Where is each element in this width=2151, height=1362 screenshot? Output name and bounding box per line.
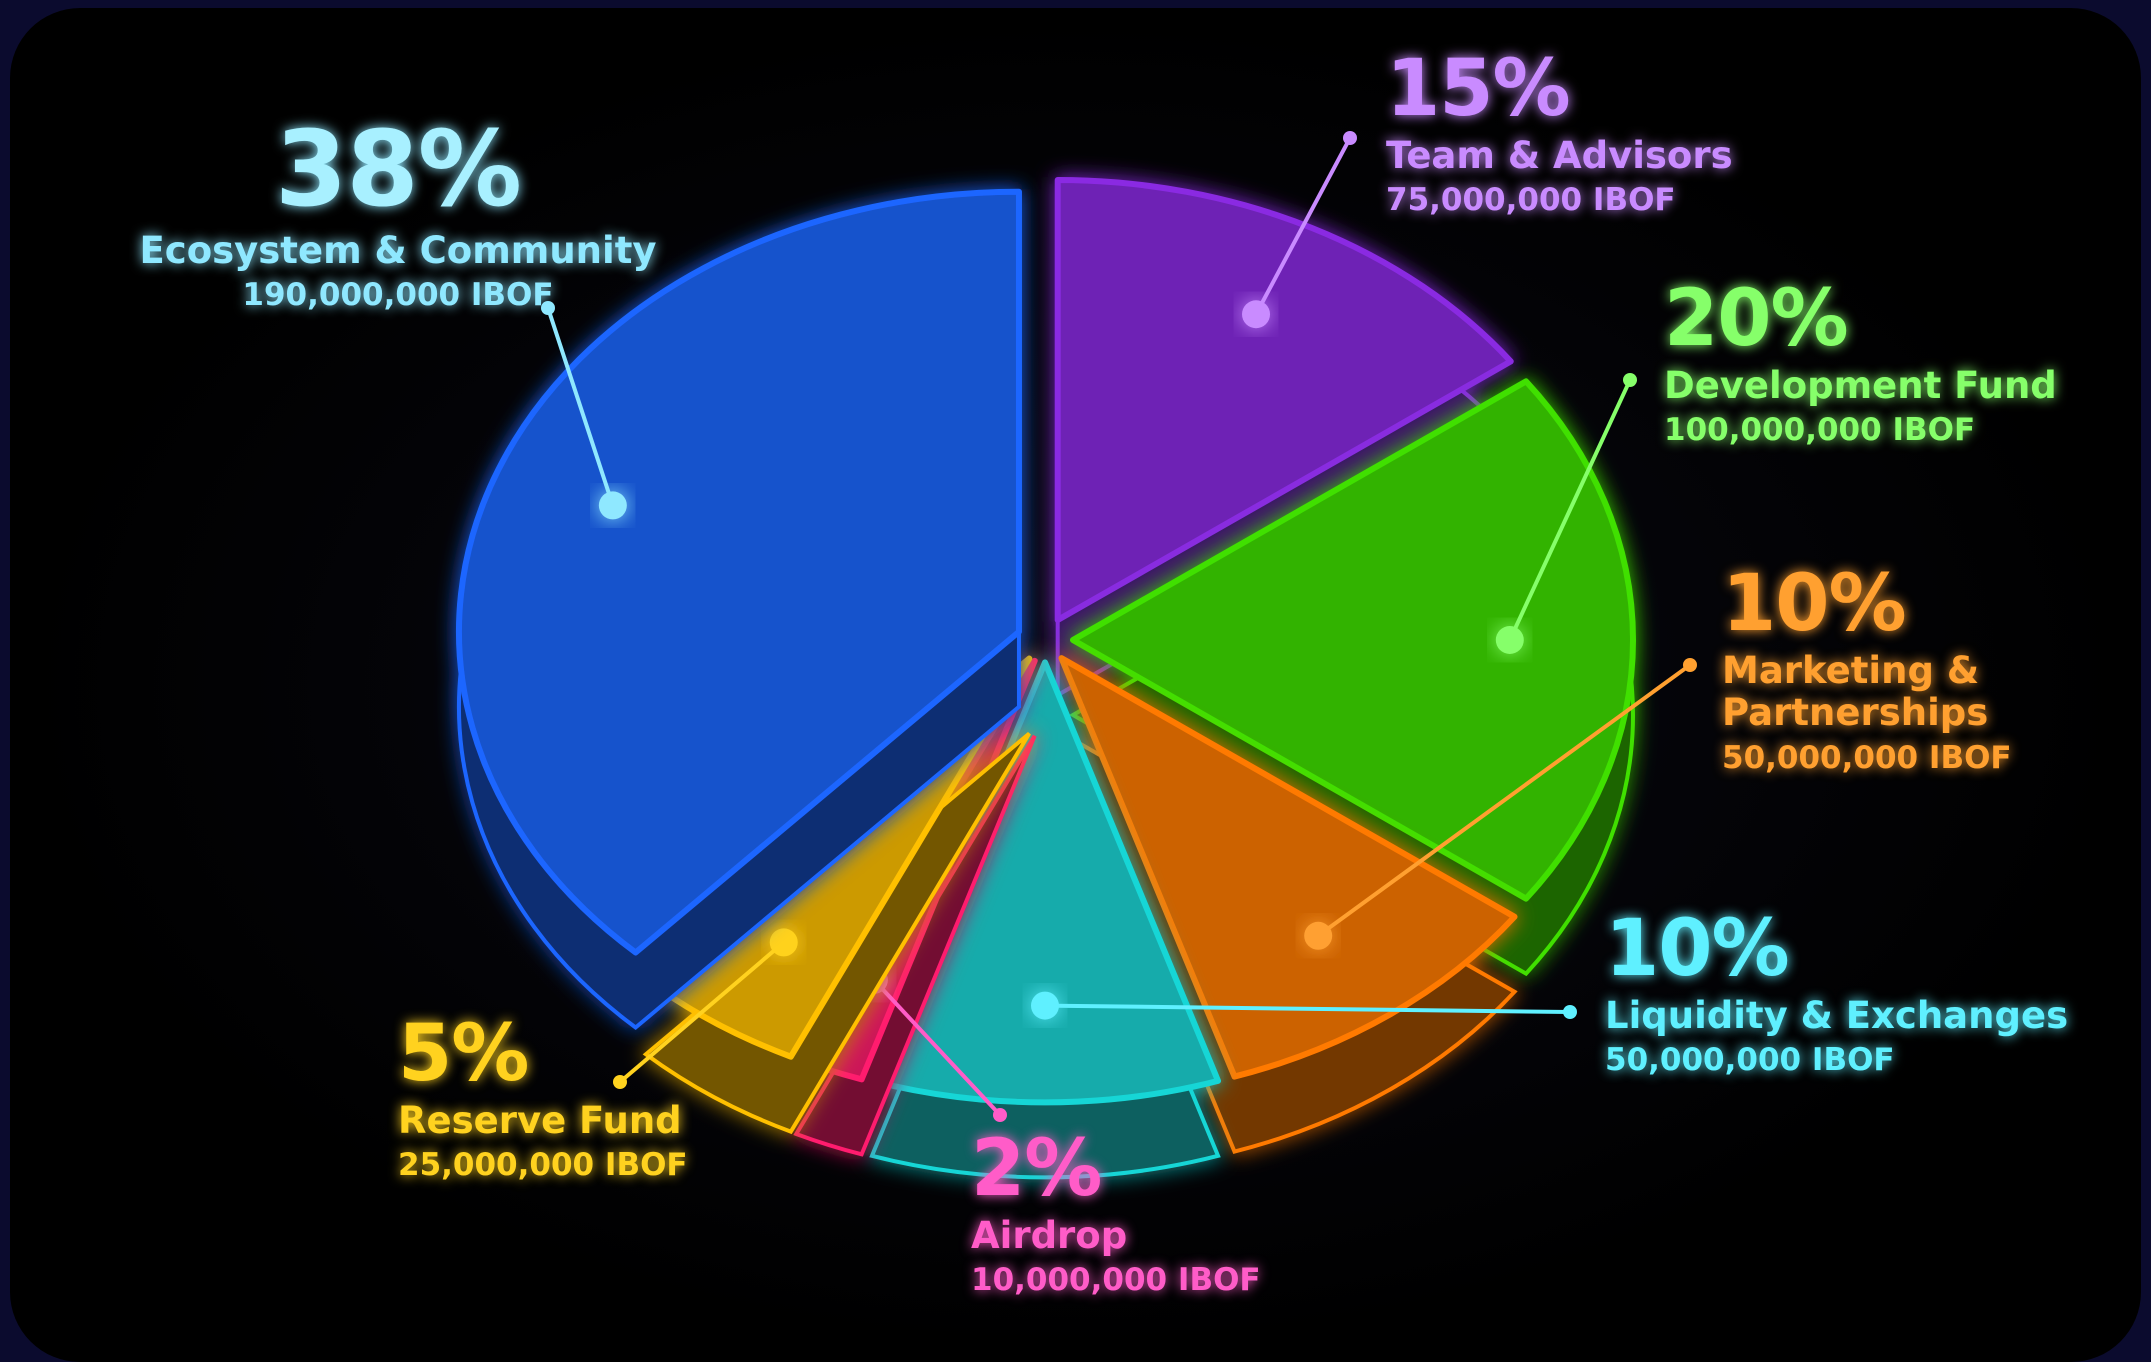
leader-line [618, 940, 786, 1084]
leader-dot [613, 1075, 627, 1089]
slice-label: 10% Marketing & Partnerships 50,000,000 IB… [1722, 559, 2052, 776]
category-label: Team & Advisors [1386, 133, 1733, 177]
category-label: Airdrop [971, 1213, 1128, 1257]
value-label: 10% [1605, 904, 1790, 994]
slice [868, 659, 1222, 1180]
slice-top [868, 659, 1222, 1106]
leader-dot [1343, 131, 1357, 145]
amount-label: 50,000,000 IBOF [1605, 1042, 1895, 1079]
slice-label: 5% Reserve Fund 25,000,000 IBOF [398, 1009, 688, 1184]
amount-label: 100,000,000 IBOF [1664, 412, 1976, 449]
slice-label: 20% Development Fund 100,000,000 IBOF [1664, 274, 2057, 449]
leader-dot [769, 928, 798, 957]
amount-label: 10,000,000 IBOF [971, 1262, 1261, 1299]
leader-dot [541, 301, 555, 315]
category-label: Marketing & Partnerships [1722, 648, 1989, 735]
leader-dot [1623, 373, 1637, 387]
value-label: 2% [971, 1124, 1102, 1214]
slice-top [1070, 378, 1636, 902]
leader-dot [1242, 300, 1271, 329]
slice-top [1054, 177, 1514, 624]
leader-line [1044, 1003, 1571, 1014]
leader-line [872, 978, 1002, 1117]
category-label: Liquidity & Exchanges [1605, 993, 2069, 1037]
slice [1068, 378, 1636, 977]
slice-label: 38% Ecosystem & Community 190,000,000 IBOF [139, 108, 657, 314]
slice-top [1058, 655, 1518, 1080]
leader-dot [1031, 991, 1059, 1020]
value-label: 38% [275, 108, 522, 230]
leader-dot [598, 491, 627, 520]
amount-label: 50,000,000 IBOF [1722, 739, 2012, 776]
leader-line [1507, 379, 1632, 641]
category-label: Ecosystem & Community [139, 228, 657, 272]
leader-line [1254, 137, 1352, 316]
value-label: 20% [1664, 274, 1849, 364]
amount-label: 75,000,000 IBOF [1386, 182, 1676, 219]
leader-dot [1495, 626, 1524, 654]
leader-line [546, 307, 615, 507]
leader-line [1317, 663, 1692, 938]
leader-dot [1304, 921, 1333, 950]
slice-label: 15% Team & Advisors 75,000,000 IBOF [1386, 44, 1733, 219]
slice-label: 10% Liquidity & Exchanges 50,000,000 IBOF [1605, 904, 2069, 1079]
leader-dot [1683, 658, 1697, 672]
leader-dot [993, 1108, 1007, 1122]
value-label: 15% [1386, 44, 1571, 134]
leader-dot [1563, 1005, 1577, 1019]
category-label: Reserve Fund [398, 1098, 682, 1142]
value-label: 5% [398, 1009, 529, 1099]
amount-label: 25,000,000 IBOF [398, 1147, 688, 1184]
amount-label: 190,000,000 IBOF [242, 277, 554, 314]
slice-label: 2% Airdrop 10,000,000 IBOF [971, 1124, 1261, 1299]
value-label: 10% [1722, 559, 1907, 649]
slice-top [455, 188, 1022, 956]
category-label: Development Fund [1664, 363, 2057, 407]
